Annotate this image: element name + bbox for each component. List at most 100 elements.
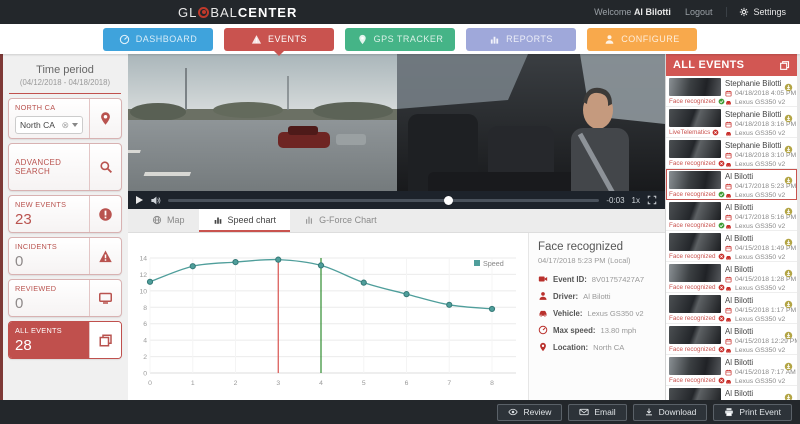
volume-icon[interactable] xyxy=(150,195,161,206)
dl-badge-icon xyxy=(784,269,793,278)
data-point[interactable] xyxy=(488,305,496,313)
event-thumbnail[interactable] xyxy=(669,388,721,400)
play-button[interactable] xyxy=(136,196,143,204)
event-thumbnail[interactable] xyxy=(669,171,721,189)
counter-card-incidents[interactable]: INCIDENTS 0 xyxy=(8,237,122,275)
event-thumbnail[interactable] xyxy=(669,264,721,282)
event-badge: Face recognized xyxy=(669,98,721,105)
nav-tab-dashboard[interactable]: DASHBOARD xyxy=(103,27,213,51)
data-point[interactable] xyxy=(403,291,410,298)
event-thumbnail[interactable] xyxy=(669,233,721,251)
car-icon xyxy=(725,130,732,137)
car-icon xyxy=(538,308,548,318)
event-thumbnail[interactable] xyxy=(669,357,721,375)
svg-text:2: 2 xyxy=(234,380,238,387)
events-list: Face recognized Stephanie Bilotti 04/18/20… xyxy=(666,76,797,400)
advanced-search-card[interactable]: ADVANCED SEARCH xyxy=(8,143,122,191)
chart-icon xyxy=(213,215,223,225)
event-vehicle: Lexus GS350 v2 xyxy=(725,254,794,261)
download-event-icon[interactable] xyxy=(784,141,793,159)
download-event-icon[interactable] xyxy=(784,110,793,128)
tab-speed-chart[interactable]: Speed chart xyxy=(198,209,291,232)
event-list-item[interactable]: Face recognized Al Bilotti 04/17/2018 5:16… xyxy=(666,200,797,231)
fullscreen-icon[interactable] xyxy=(647,195,657,205)
email-button[interactable]: Email xyxy=(568,403,627,421)
event-vehicle: Lexus GS350 v2 xyxy=(725,378,794,385)
data-point[interactable] xyxy=(446,301,453,308)
event-list-item[interactable]: Face recognized Al Bilotti 04/17/2018 5:23… xyxy=(666,169,797,200)
nav-tab-configure[interactable]: CONFIGURE xyxy=(587,27,697,51)
data-point[interactable] xyxy=(146,278,154,285)
download-event-icon[interactable] xyxy=(784,203,793,221)
data-point[interactable] xyxy=(232,259,239,266)
download-event-icon[interactable] xyxy=(784,234,793,252)
data-point[interactable] xyxy=(275,256,282,263)
counter-card-all-events[interactable]: ALL EVENTS 28 xyxy=(8,321,122,359)
car-icon xyxy=(725,285,732,292)
event-thumbnail[interactable] xyxy=(669,295,721,313)
chevron-down-icon[interactable] xyxy=(72,123,78,127)
location-select[interactable]: North CA ⊗ xyxy=(15,116,83,134)
location-pin-icon[interactable] xyxy=(89,99,121,138)
download-event-icon[interactable] xyxy=(784,265,793,283)
event-list-item[interactable]: Face recognized Stephanie Bilotti 04/18/20… xyxy=(666,76,797,107)
button-label: Review xyxy=(523,407,552,417)
car-icon xyxy=(725,99,732,106)
car-icon xyxy=(725,192,732,199)
download-event-icon[interactable] xyxy=(784,296,793,314)
gauge-icon xyxy=(119,34,130,45)
seek-handle[interactable] xyxy=(444,195,454,205)
event-list-item[interactable]: Face recognized Al Bilotti 04/15/2018 1:17… xyxy=(666,293,797,324)
event-list-item[interactable]: Face recognized Stephanie Bilotti 04/18/20… xyxy=(666,138,797,169)
counter-card-reviewed[interactable]: REVIEWED 0 xyxy=(8,279,122,317)
tab-g-force-chart[interactable]: G-Force Chart xyxy=(290,209,391,232)
copy-events-icon[interactable] xyxy=(779,60,790,71)
download-event-icon[interactable] xyxy=(784,358,793,376)
event-list-item[interactable]: Face recognized Al Bilotti 04/15/2018 1:49… xyxy=(666,231,797,262)
data-point[interactable] xyxy=(360,279,367,286)
download-button[interactable]: Download xyxy=(632,403,708,421)
view-tabs: Map Speed chart G-Force Chart xyxy=(128,209,665,233)
event-thumbnail[interactable] xyxy=(669,78,721,96)
download-event-icon[interactable] xyxy=(784,172,793,190)
playback-rate-button[interactable]: 1x xyxy=(631,195,640,205)
download-event-icon[interactable] xyxy=(784,79,793,97)
event-list-item[interactable]: Face recognized Al Bilotti 04/15/2018 7:17… xyxy=(666,355,797,386)
logout-link[interactable]: Logout xyxy=(684,7,713,17)
nav-tab-events[interactable]: EVENTS xyxy=(224,27,334,56)
event-thumbnail[interactable] xyxy=(669,140,721,158)
counter-card-new-events[interactable]: NEW EVENTS 23 xyxy=(8,195,122,233)
clear-location-icon[interactable]: ⊗ xyxy=(61,119,69,130)
event-list-item[interactable]: LiveTelematics Stephanie Bilotti 04/18/201… xyxy=(666,107,797,138)
event-thumbnail[interactable] xyxy=(669,202,721,220)
event-thumbnail[interactable] xyxy=(669,326,721,344)
calendar-icon xyxy=(725,90,732,97)
event-list-item[interactable]: Face recognized Al Bilotti 04/15/2018 12:2… xyxy=(666,324,797,355)
nav-tab-label: CONFIGURE xyxy=(621,34,680,44)
data-point[interactable] xyxy=(189,263,196,270)
event-datetime: 04/15/2018 1:17 PM xyxy=(725,307,796,314)
tab-map[interactable]: Map xyxy=(138,209,199,232)
nav-tab-gps-tracker[interactable]: GPS TRACKER xyxy=(345,27,455,51)
download-icon xyxy=(644,407,654,417)
review-button[interactable]: Review xyxy=(497,403,563,421)
event-badge: LiveTelematics xyxy=(669,129,721,136)
calendar-icon xyxy=(725,183,732,190)
time-period-title: Time period xyxy=(36,64,94,76)
nav-tab-reports[interactable]: REPORTS xyxy=(466,27,576,51)
event-list-item[interactable]: Face recognized Al Bilotti 04/15/2018 1:28… xyxy=(666,262,797,293)
car-icon xyxy=(725,347,732,354)
video-player[interactable]: -0:03 1x xyxy=(128,54,665,209)
event-thumbnail[interactable] xyxy=(669,109,721,127)
print-event-button[interactable]: Print Event xyxy=(713,403,792,421)
globe-icon xyxy=(152,215,162,225)
detail-value: 8V01757427A7 xyxy=(591,274,645,284)
counter-label: ALL EVENTS xyxy=(15,326,62,335)
download-event-icon[interactable] xyxy=(784,389,793,400)
event-list-item[interactable]: Al Bilotti xyxy=(666,386,797,400)
settings-button[interactable]: Settings xyxy=(726,7,786,17)
seek-bar[interactable] xyxy=(168,195,600,205)
calendar-icon xyxy=(725,307,732,314)
data-point[interactable] xyxy=(317,262,325,269)
download-event-icon[interactable] xyxy=(784,327,793,345)
